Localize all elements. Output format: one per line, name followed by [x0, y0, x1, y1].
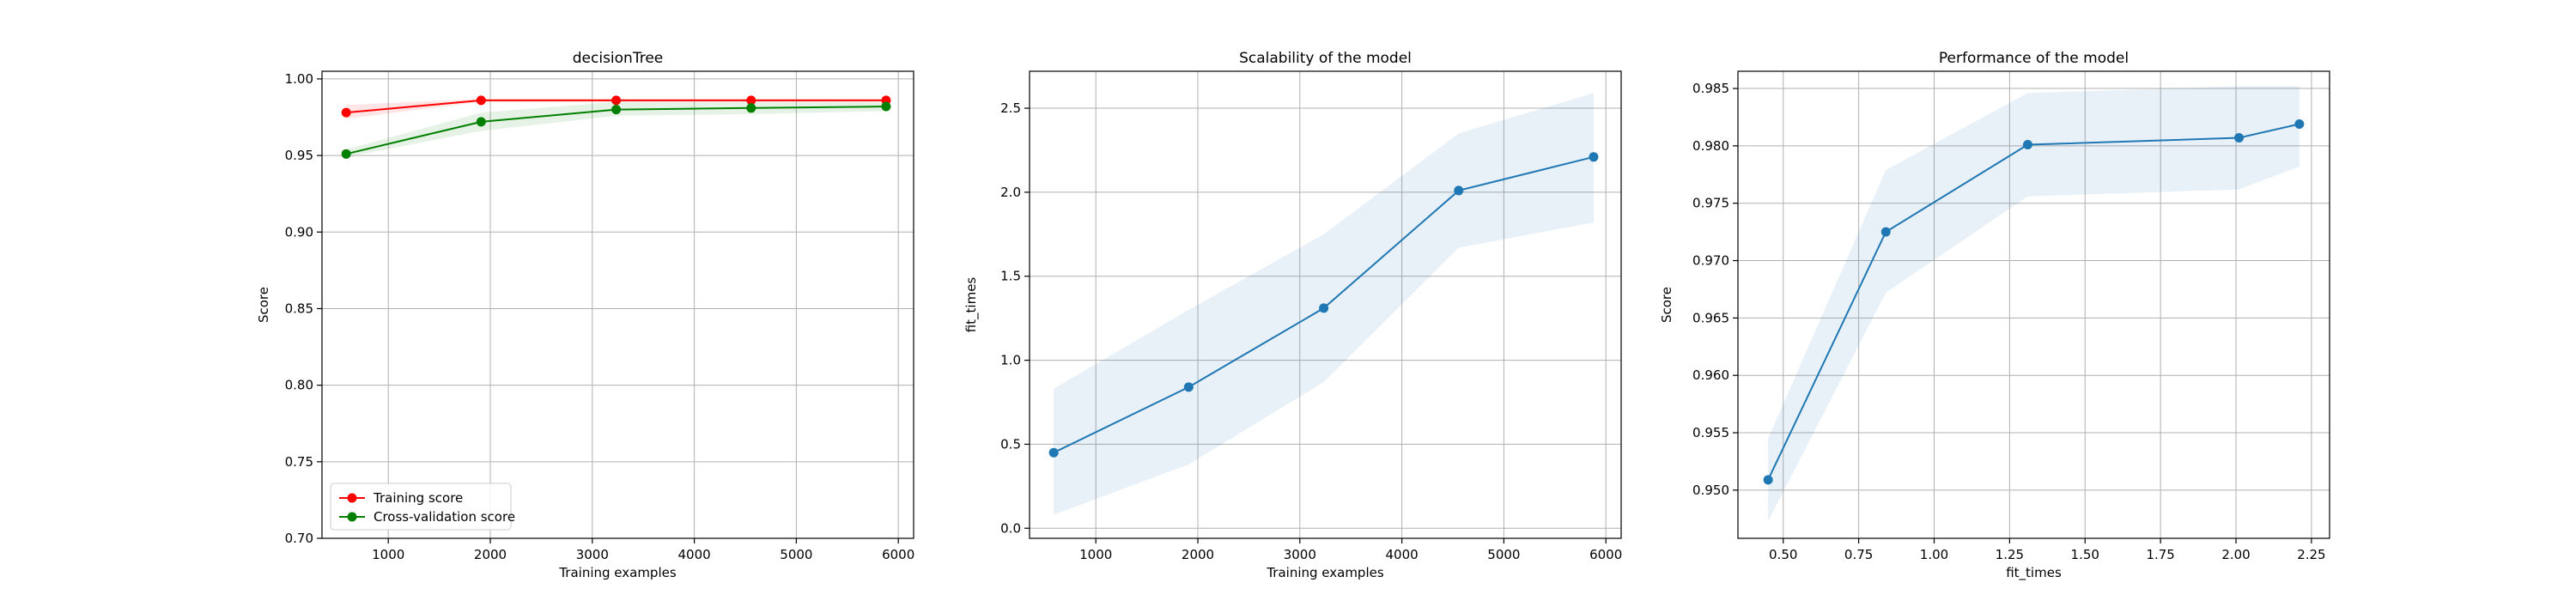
y-tick-label: 2.0 — [1000, 185, 1021, 200]
x-tick-label: 1.50 — [2071, 547, 2099, 562]
chart-title: decisionTree — [573, 50, 664, 67]
x-tick-label: 1000 — [1079, 547, 1112, 562]
y-tick-label: 0.0 — [1000, 520, 1021, 536]
chart-title: Scalability of the model — [1239, 50, 1412, 67]
axes-frame — [1029, 70, 1622, 539]
series-1-point — [1048, 447, 1059, 458]
axes-frame — [321, 70, 914, 539]
y-tick-label: 0.975 — [1692, 196, 1729, 211]
x-axis-label: Training examples — [1266, 565, 1384, 580]
x-tick-label: 2000 — [474, 547, 507, 562]
y-tick-label: 0.970 — [1692, 253, 1729, 269]
y-axis-label: fit_times — [963, 277, 980, 333]
x-tick-label: 3000 — [1284, 547, 1316, 562]
legend-entry: Training score — [373, 490, 463, 506]
legend-entry: Cross-validation score — [374, 509, 515, 525]
y-tick-label: 0.965 — [1692, 310, 1729, 325]
x-tick-label: 0.50 — [1769, 547, 1797, 562]
y-tick-label: 0.95 — [285, 148, 313, 163]
y-tick-label: 1.0 — [1000, 353, 1021, 368]
y-tick-label: 0.90 — [285, 224, 313, 240]
series-1-point — [341, 107, 351, 118]
x-tick-label: 3000 — [576, 547, 609, 562]
y-tick-label: 0.85 — [285, 300, 313, 316]
series-2-point — [881, 101, 891, 112]
x-tick-label: 4000 — [678, 547, 711, 562]
y-tick-label: 0.80 — [285, 378, 313, 393]
chart-title: Performance of the model — [1939, 50, 2129, 67]
series-1-point — [2022, 140, 2032, 150]
y-axis-label: Score — [1659, 287, 1674, 323]
series-1-point — [1589, 152, 1599, 162]
y-tick-label: 0.950 — [1692, 483, 1729, 498]
series-1-point — [476, 95, 486, 106]
x-tick-label: 5000 — [780, 547, 812, 562]
y-tick-label: 1.00 — [285, 71, 313, 87]
y-tick-label: 0.5 — [1000, 436, 1021, 452]
series-1-point — [1454, 185, 1464, 196]
chart-panel-1: 1000 2000 3000 4000 5000 6000 0.70 0.75 0.80 0.85… — [256, 50, 914, 580]
x-tick-label: 1.75 — [2146, 547, 2174, 562]
chart-panel-2: 1000 2000 3000 4000 5000 6000 0.0 0.5 1.0 1.5 2.0 2… — [963, 50, 1622, 580]
legend-box — [330, 483, 512, 531]
x-axis-label: Training examples — [558, 565, 677, 580]
axes-frame — [1737, 70, 2330, 539]
x-tick-label: 5000 — [1487, 547, 1520, 562]
series-2-point — [746, 103, 756, 113]
x-tick-label: 2000 — [1182, 547, 1214, 562]
x-tick-label: 2.25 — [2297, 547, 2325, 562]
series-1-point — [1880, 227, 1891, 237]
y-tick-label: 0.980 — [1692, 138, 1729, 154]
x-axis-label: fit_times — [2006, 565, 2062, 581]
y-tick-label: 2.5 — [1000, 100, 1021, 116]
series-1-band — [1768, 86, 2300, 521]
series-2-point — [341, 149, 351, 159]
y-tick-label: 0.955 — [1692, 425, 1729, 440]
chart-panel-3: 0.50 0.75 1.00 1.25 1.50 1.75 2.00 2.25 0.950 0.9… — [1659, 50, 2330, 581]
series-2-band — [346, 101, 886, 157]
legend: Training score Cross-validation score — [330, 483, 515, 531]
x-tick-label: 1.00 — [1920, 547, 1948, 562]
x-tick-label: 4000 — [1386, 547, 1419, 562]
series-1-point — [611, 95, 622, 106]
legend-swatch-marker — [347, 493, 357, 503]
x-tick-label: 6000 — [882, 547, 914, 562]
y-tick-label: 0.985 — [1692, 81, 1729, 96]
series-1-point — [2294, 118, 2305, 129]
x-tick-label: 0.75 — [1844, 547, 1873, 562]
y-tick-label: 0.75 — [285, 454, 313, 470]
y-tick-label: 1.5 — [1000, 269, 1021, 284]
series-1-point — [746, 95, 756, 106]
series-2-point — [611, 105, 622, 115]
series-2-point — [476, 117, 486, 127]
series-1-point — [1183, 382, 1194, 392]
series-1-point — [1319, 303, 1329, 313]
x-tick-label: 1.25 — [1996, 547, 2024, 562]
x-tick-label: 1000 — [372, 547, 404, 562]
series-1-point — [1763, 475, 1773, 485]
y-tick-label: 0.70 — [285, 531, 313, 546]
x-tick-label: 6000 — [1589, 547, 1622, 562]
y-axis-label: Score — [256, 287, 271, 323]
y-tick-label: 0.960 — [1692, 367, 1729, 383]
x-tick-label: 2.00 — [2221, 547, 2250, 562]
series-1-point — [2234, 133, 2245, 143]
legend-swatch-marker — [347, 512, 357, 522]
